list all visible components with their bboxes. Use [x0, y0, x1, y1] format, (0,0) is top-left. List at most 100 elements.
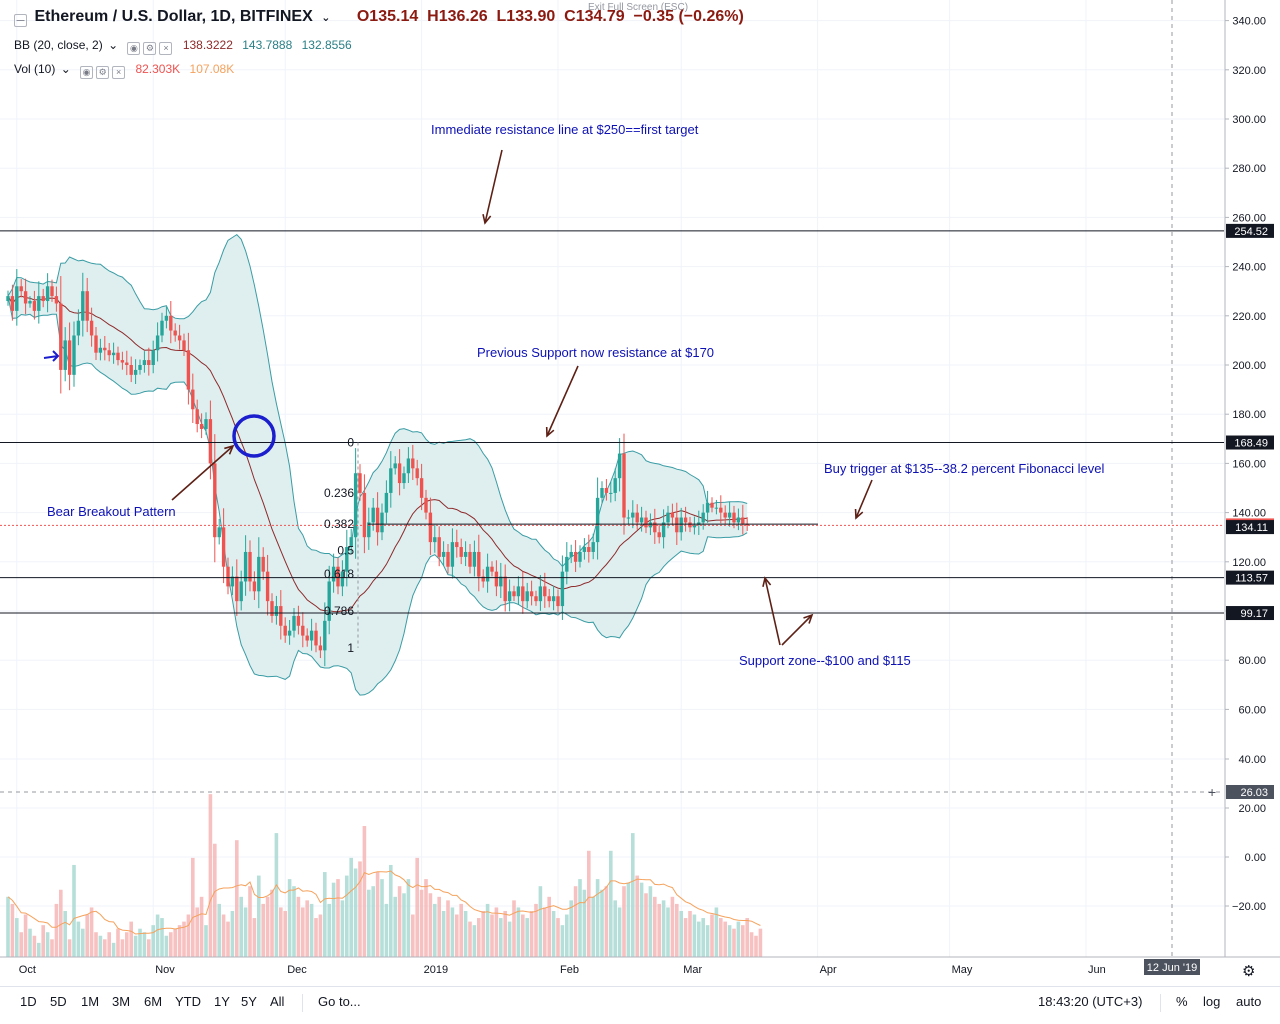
timeframe-1y[interactable]: 1Y — [214, 994, 230, 1009]
timeframe-ytd[interactable]: YTD — [175, 994, 201, 1009]
volume-bar — [349, 857, 353, 957]
settings-icon[interactable]: ⚙ — [96, 66, 110, 79]
crosshair-price-tag[interactable] — [1226, 785, 1274, 799]
annotation-bear-breakout[interactable]: Bear Breakout Pattern — [47, 504, 176, 519]
candle-body — [441, 551, 446, 557]
percent-scale-toggle[interactable]: % — [1176, 994, 1188, 1009]
clock[interactable]: 18:43:20 (UTC+3) — [1038, 994, 1143, 1009]
arrow-to-previous-support — [546, 365, 579, 437]
candle-body — [503, 576, 507, 602]
price-axis[interactable]: 340.00 320.00 300.00 280.00 260.00 240.00 220.… — [1208, 0, 1280, 957]
volume-bar — [727, 925, 732, 957]
annotation-support-zone[interactable]: Support zone--$100 and $115 — [739, 653, 911, 668]
symbol-title[interactable]: Ethereum / U.S. Dollar, 1D, BITFINEX — [34, 8, 313, 25]
horizontal-levels[interactable] — [0, 230, 1224, 614]
volume-bar — [314, 918, 318, 957]
price-tick-label: 340.00 — [1232, 16, 1266, 28]
time-tick-label: Nov — [155, 964, 175, 976]
volume-bar — [613, 900, 617, 957]
gear-icon[interactable]: ⚙ — [1242, 963, 1256, 980]
candle-body — [437, 537, 441, 557]
timeframe-1m[interactable]: 1M — [81, 994, 100, 1009]
timeframe-6m[interactable]: 6M — [144, 994, 163, 1009]
crosshair-date-tag[interactable] — [1144, 959, 1200, 975]
volume-bar — [697, 921, 701, 957]
price-tag[interactable] — [1226, 435, 1274, 450]
candle-body — [635, 512, 639, 523]
time-tick-label: May — [952, 964, 973, 976]
volume-bar — [604, 886, 609, 957]
timeframe-1d[interactable]: 1D — [20, 994, 37, 1009]
log-scale-toggle[interactable]: log — [1203, 994, 1221, 1009]
goto-date-button[interactable]: Go to... — [318, 994, 361, 1009]
volume-bar — [600, 889, 604, 957]
time-axis[interactable]: Oct Nov Dec 2019 Feb Mar Apr May Jun 12 Jun '19 — [0, 956, 1280, 976]
candle-body — [147, 360, 151, 365]
time-tick-label: Apr — [820, 964, 837, 976]
vol-label[interactable]: Vol (10) — [14, 62, 56, 76]
annotations[interactable]: Immediate resistance line at $250==first… — [43, 122, 1104, 668]
volume-bar — [120, 939, 125, 957]
volume-bar — [481, 910, 485, 957]
price-tick-label: 20.00 — [1238, 803, 1266, 815]
arrow-to-support-lower-head — [803, 613, 814, 624]
fibonacci-retracement[interactable]: 0 0.236 0.382 0.5 0.618 0.786 1 — [324, 436, 818, 655]
candle-body — [336, 566, 340, 587]
exit-fullscreen-hint[interactable]: Exit Full Screen (ESC) — [588, 2, 689, 13]
timeframe-3m[interactable]: 3M — [112, 994, 131, 1009]
candle-body — [595, 497, 600, 543]
candle-body — [261, 556, 265, 572]
candle-body — [279, 606, 283, 626]
volume-bar — [670, 896, 675, 957]
volume-bar — [54, 903, 59, 957]
candle-body — [98, 347, 103, 353]
candle-body — [331, 566, 336, 582]
price-tag[interactable] — [1226, 606, 1274, 621]
candle-body — [719, 507, 723, 513]
close-icon[interactable]: × — [159, 42, 173, 55]
time-tick-label: 2019 — [424, 964, 448, 976]
chevron-down-icon[interactable]: ⌄ — [108, 38, 119, 52]
plus-icon[interactable]: + — [1208, 784, 1216, 800]
crosshair-price-label: 26.03 — [1240, 787, 1268, 799]
volume-bars — [6, 794, 763, 957]
price-tag[interactable] — [1226, 570, 1274, 585]
candle-body — [265, 571, 270, 602]
volume-bar — [226, 921, 230, 957]
volume-bar — [279, 907, 283, 957]
timeframe-5y[interactable]: 5Y — [241, 994, 257, 1009]
volume-bar — [463, 910, 468, 957]
bb-label[interactable]: BB (20, close, 2) — [14, 38, 103, 52]
candle-body — [481, 576, 485, 582]
close-icon[interactable]: × — [112, 66, 126, 79]
candle-body — [578, 551, 582, 562]
candle-body — [15, 286, 19, 311]
timeframe-5d[interactable]: 5D — [50, 994, 67, 1009]
volume-bar — [710, 914, 714, 957]
annotation-buy-trigger[interactable]: Buy trigger at $135--38.2 percent Fibona… — [824, 461, 1104, 476]
candle-body — [85, 291, 89, 321]
annotation-immediate-resistance[interactable]: Immediate resistance line at $250==first… — [431, 122, 699, 137]
price-tag[interactable] — [1226, 223, 1274, 238]
volume-bar — [287, 879, 292, 957]
volume-bar — [129, 921, 133, 957]
arrow-to-breakout — [171, 445, 234, 501]
chevron-down-icon[interactable]: ⌄ — [60, 62, 71, 76]
price-tag[interactable] — [1226, 520, 1274, 535]
eye-icon[interactable]: ◉ — [80, 66, 94, 79]
collapse-icon[interactable]: — — [14, 14, 27, 27]
candle-body — [670, 512, 675, 518]
settings-icon[interactable]: ⚙ — [143, 42, 157, 55]
annotation-previous-support[interactable]: Previous Support now resistance at $170 — [477, 345, 714, 360]
candle-body — [701, 512, 705, 523]
volume-bar — [556, 918, 560, 957]
auto-scale-toggle[interactable]: auto — [1236, 994, 1262, 1009]
volume-bar — [309, 903, 314, 957]
chevron-down-icon[interactable]: ⌄ — [321, 12, 331, 24]
eye-icon[interactable]: ◉ — [127, 42, 141, 55]
candle-body — [622, 453, 626, 518]
timeframe-all[interactable]: All — [270, 994, 285, 1009]
candle-body — [490, 566, 494, 572]
candle-body — [195, 409, 199, 425]
